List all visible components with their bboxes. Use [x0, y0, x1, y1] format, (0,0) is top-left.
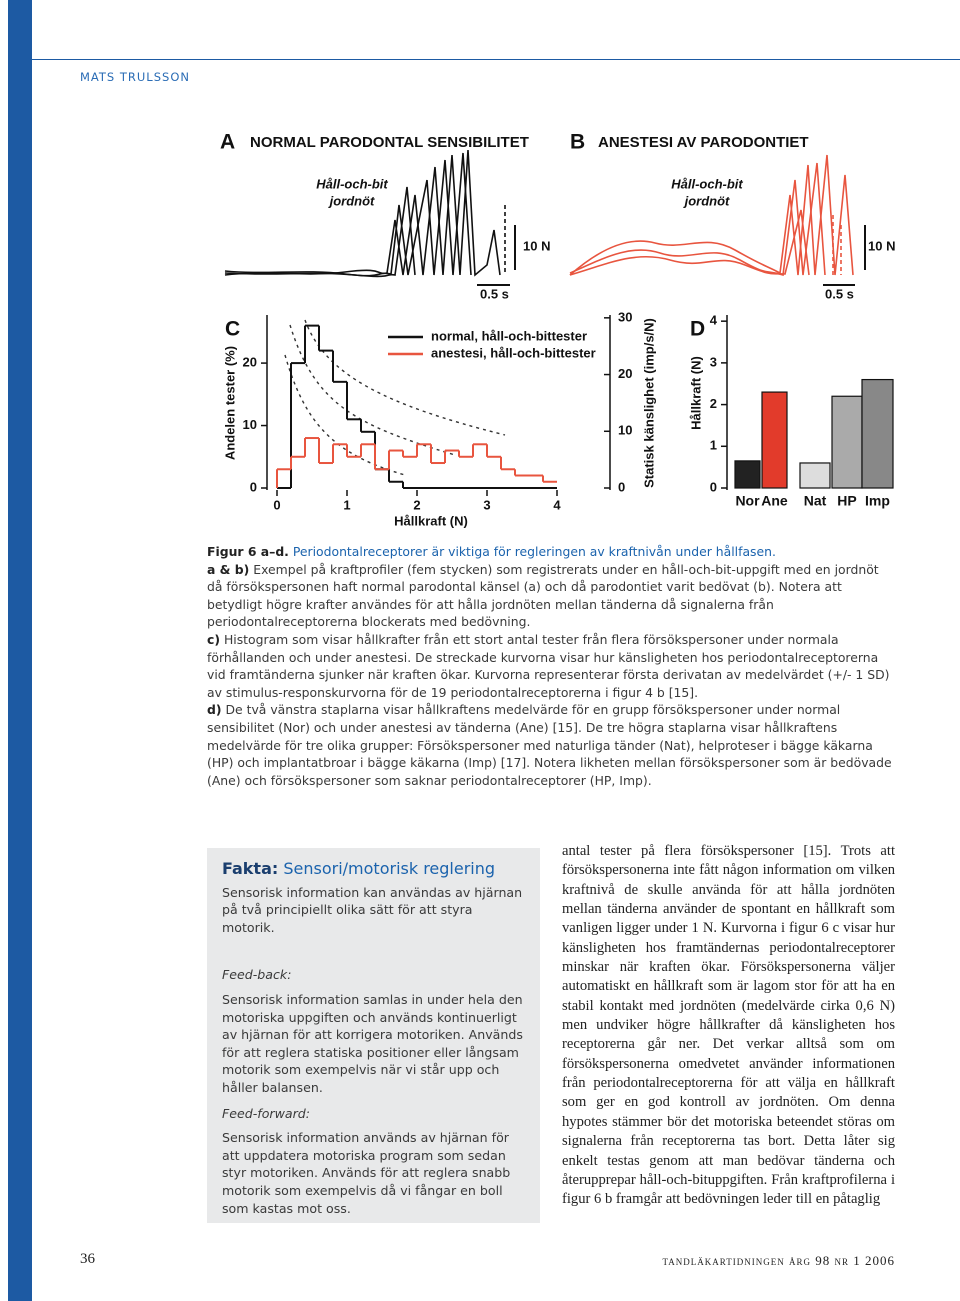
x-tick-label: Ane	[761, 493, 788, 509]
body-text: antal tester på flera försökspersoner [1…	[562, 843, 895, 1208]
header-rule	[32, 59, 960, 60]
y-tick-label: 0	[250, 479, 257, 494]
figure-caption: Figur 6 a–d. Periodontalreceptorer är vi…	[207, 543, 897, 789]
force-traces	[224, 149, 506, 278]
caption-paragraph: c) Histogram som visar hållkrafter från …	[207, 631, 897, 701]
fact-heading: Feed-forward:	[222, 1105, 311, 1121]
panel-title: NORMAL PARODONTAL SENSIBILITET	[250, 134, 529, 151]
bar	[831, 395, 863, 489]
bar	[761, 391, 788, 489]
y-tick-label: 3	[710, 354, 717, 369]
bar	[734, 460, 761, 489]
journal: tandläkartidningen årg 98 nr 1 2006	[662, 1253, 895, 1268]
caption-paragraph: d) De två vänstra staplarna visar hållkr…	[207, 701, 897, 789]
fact-text: Sensorisk information samlas in under he…	[222, 991, 523, 1095]
y-axis-label: Hållkraft (N)	[688, 356, 703, 430]
x-tick-label: 4	[553, 497, 561, 512]
fact-intro: Sensorisk information kan användas av hj…	[222, 884, 523, 935]
fact-text: Sensorisk information används av hjärnan…	[222, 1130, 511, 1216]
panel-title: ANESTESI AV PARODONTIET	[598, 134, 809, 151]
y-tick-label: 2	[710, 396, 717, 411]
y2-tick-label: 20	[618, 366, 632, 381]
x-tick-label: Nat	[804, 493, 827, 509]
x-tick-label: 0	[273, 497, 280, 512]
panel-letter: A	[220, 131, 235, 154]
figure: A NORMAL PARODONTAL SENSIBILITET Håll-oc…	[220, 131, 895, 529]
caption-text: Histogram som visar hållkrafter från ett…	[207, 631, 890, 700]
fact-heading: Feed-back:	[222, 967, 292, 983]
y-tick-label: 10	[243, 417, 257, 432]
panel-letter: B	[570, 131, 585, 154]
time-scale: 0.5 s	[825, 286, 854, 301]
caption-text: Periodontalreceptorer är viktiga för reg…	[292, 544, 776, 559]
y2-axis-label: Statisk känslighet (imp/s/N)	[641, 318, 656, 488]
x-tick-label: 3	[483, 497, 490, 512]
panel-label: Håll-och-bit	[671, 176, 743, 191]
y2-tick-label: 30	[618, 309, 632, 324]
panel-letter: D	[690, 318, 705, 341]
panel-label: Håll-och-bit	[316, 176, 388, 191]
legend-label: normal, håll-och-bittester	[431, 328, 587, 343]
caption-label: a & b)	[207, 561, 250, 577]
x-tick-label: Imp	[865, 493, 890, 509]
x-tick-label: 2	[413, 497, 420, 512]
caption-paragraph: a & b) Exempel på kraftprofiler (fem sty…	[207, 561, 897, 631]
force-scale: 10 N	[868, 238, 895, 253]
sensitivity-curves	[284, 319, 506, 476]
bar	[799, 462, 831, 489]
y-tick-label: 1	[710, 438, 717, 453]
y-tick-label: 0	[710, 479, 717, 494]
page-number: 36	[80, 1251, 95, 1267]
fact-title-label: Fakta:	[222, 859, 279, 878]
fact-box: Fakta: Sensori/motorisk reglering Sensor…	[207, 848, 540, 1223]
caption-text: Exempel på kraftprofiler (fem stycken) s…	[207, 561, 879, 630]
x-tick-label: Nor	[735, 493, 760, 509]
y2-tick-label: 0	[618, 479, 625, 494]
caption-label: d)	[207, 702, 222, 718]
side-bar	[8, 0, 32, 1301]
force-traces	[569, 154, 854, 277]
panel-letter: C	[225, 318, 240, 341]
caption-paragraph: Figur 6 a–d. Periodontalreceptorer är vi…	[207, 543, 897, 561]
y-tick-label: 20	[243, 355, 257, 370]
caption-label: c)	[207, 631, 221, 647]
x-tick-label: 1	[343, 497, 350, 512]
y-tick-label: 4	[710, 313, 718, 328]
bar	[861, 378, 894, 489]
caption-label: Figur 6 a–d.	[207, 544, 289, 559]
caption-text: De två vänstra staplarna visar hållkraft…	[207, 702, 892, 788]
panel-label: jordnöt	[683, 193, 730, 208]
legend-label: anestesi, håll-och-bittester	[431, 345, 596, 360]
force-scale: 10 N	[523, 238, 550, 253]
panel-label: jordnöt	[328, 193, 375, 208]
time-scale: 0.5 s	[480, 286, 509, 301]
author: MATS TRULSSON	[80, 70, 190, 84]
fact-title-text: Sensori/motorisk reglering	[283, 859, 496, 878]
x-axis-label: Hållkraft (N)	[394, 513, 468, 528]
x-tick-label: HP	[837, 493, 856, 509]
y2-tick-label: 10	[618, 423, 632, 438]
y-axis-label: Andelen tester (%)	[222, 346, 237, 460]
fact-title: Fakta: Sensori/motorisk reglering	[222, 860, 524, 878]
